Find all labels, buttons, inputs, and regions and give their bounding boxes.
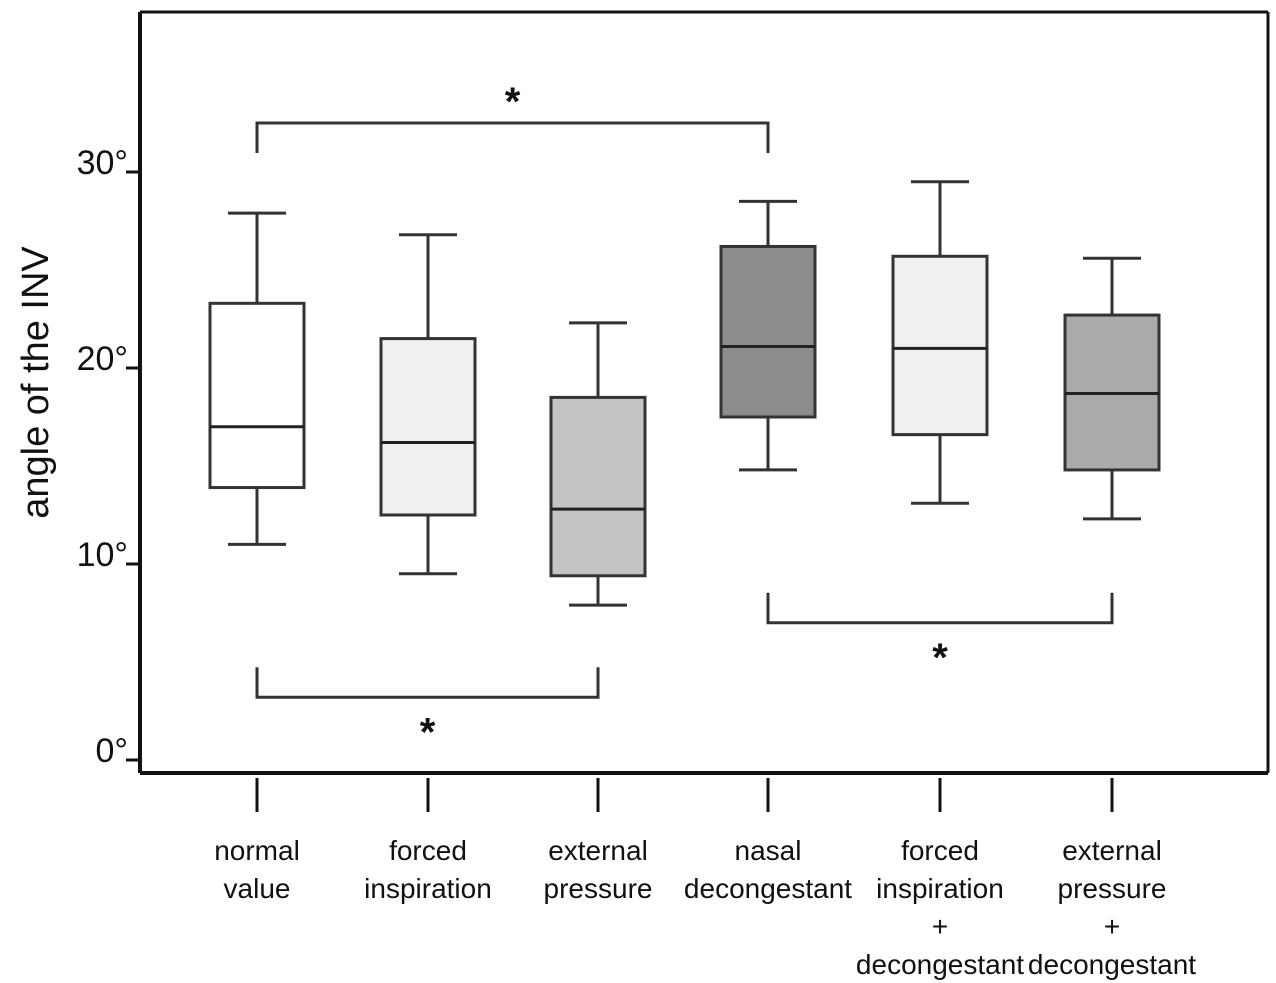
x-tick-label-line: inspiration [876,873,1004,904]
box-group-5 [891,180,989,505]
x-tick-label-line: external [548,835,648,866]
significance-bracket-3 [766,592,1114,625]
x-tick-label-line: nasal [735,835,802,866]
box-iqr [891,254,989,437]
x-tick-label: forced inspiration + decongestant [856,835,1024,980]
x-tick-label-line: pressure [1058,873,1167,904]
x-tick-label: nasal decongestant [684,835,852,904]
x-tick-label: external pressure + decongestant [1028,835,1196,980]
x-tick-label-line: + [932,911,948,942]
x-tick-label-line: pressure [544,873,653,904]
significance-star: * [932,636,948,680]
box-group-6 [1063,256,1161,521]
x-tick-label-line: decongestant [684,873,852,904]
box-group-4 [719,199,817,472]
significance-star: * [505,80,521,124]
box-iqr [549,395,647,578]
x-tick-label-line: decongestant [856,949,1024,980]
x-tick-label-line: + [1104,911,1120,942]
y-tick-label: 10° [77,536,128,574]
box-group-2 [379,233,477,576]
x-tick-label-line: value [224,873,291,904]
x-tick-label: external pressure [544,835,653,904]
y-tick-label: 30° [77,144,128,182]
box-group-1 [208,211,306,546]
significance-bracket-1 [255,121,770,153]
x-tick-label: forced inspiration [364,835,492,904]
bracket-line [766,592,1114,625]
x-tick-label-line: normal [214,835,300,866]
x-tick-label-line: decongestant [1028,949,1196,980]
x-tick-label-line: inspiration [364,873,492,904]
x-tick-label-line: forced [901,835,979,866]
y-axis-label: angle of the INV [15,246,57,519]
x-tick-label-line: forced [389,835,467,866]
x-tick-label: normal value [214,835,300,904]
box-iqr [379,337,477,517]
box-iqr [208,301,306,490]
x-tick-label-line: external [1062,835,1162,866]
y-tick-label: 20° [77,340,128,378]
significance-bracket-2 [255,667,600,699]
significance-star: * [420,710,436,754]
box-group-3 [549,321,647,607]
box-iqr [719,244,817,419]
bracket-line [255,667,600,699]
bracket-line [255,121,770,153]
y-tick-label: 0° [95,732,128,770]
